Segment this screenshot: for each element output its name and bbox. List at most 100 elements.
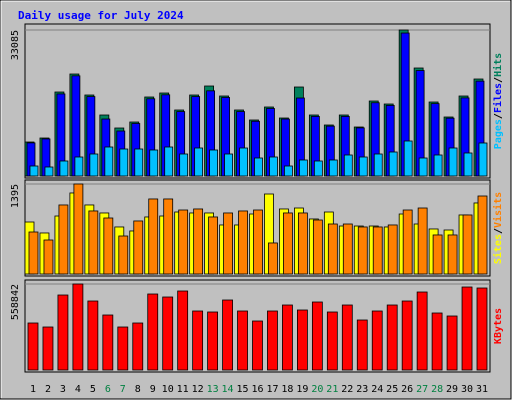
- bar: [73, 183, 84, 275]
- bar: [313, 160, 323, 177]
- bar: [463, 152, 473, 177]
- bar: [179, 153, 189, 177]
- bar: [462, 214, 473, 275]
- bar: [328, 159, 338, 177]
- bar: [388, 151, 398, 177]
- legend: Pages/Files/Hits: [492, 53, 504, 149]
- x-tick-label: 31: [476, 384, 488, 395]
- bar: [446, 315, 458, 371]
- bar: [477, 195, 488, 275]
- bar: [194, 147, 204, 177]
- legend-entry: Hits: [492, 53, 504, 77]
- bar: [132, 322, 144, 371]
- bar: [401, 300, 413, 371]
- bar: [253, 209, 263, 275]
- x-tick-label: 17: [266, 384, 278, 395]
- bar: [403, 140, 413, 177]
- bar: [447, 234, 458, 275]
- bar: [103, 217, 114, 275]
- bar: [386, 304, 398, 371]
- bar: [192, 310, 204, 371]
- x-tick-label: 12: [192, 384, 204, 395]
- bar: [431, 312, 443, 371]
- x-tick-label: 9: [150, 384, 156, 395]
- x-tick-label: 14: [222, 384, 234, 395]
- bar: [269, 156, 278, 177]
- x-tick-label: 30: [461, 384, 473, 395]
- bar: [223, 212, 233, 275]
- bar: [298, 159, 308, 177]
- bar: [134, 148, 144, 177]
- x-tick-label: 26: [401, 384, 413, 395]
- bar: [282, 304, 293, 371]
- bar: [284, 165, 293, 177]
- bar: [371, 310, 383, 371]
- bar: [59, 160, 69, 177]
- x-tick-label: 18: [281, 384, 293, 395]
- bar: [433, 154, 443, 177]
- bar: [387, 224, 398, 275]
- x-tick-label: 25: [386, 384, 398, 395]
- x-tick-label: 8: [135, 384, 141, 395]
- bar: [224, 153, 233, 177]
- legend-separator: /: [493, 113, 504, 119]
- bar: [358, 156, 368, 177]
- bar: [448, 147, 458, 177]
- x-tick-label: 3: [60, 384, 66, 395]
- legend-entry: Files: [492, 83, 504, 113]
- bar: [57, 294, 69, 371]
- bar: [162, 296, 174, 371]
- x-tick-label: 29: [446, 384, 458, 395]
- bar: [283, 212, 293, 275]
- x-tick-label: 19: [296, 384, 308, 395]
- bar: [267, 310, 278, 371]
- x-tick-label: 10: [162, 384, 174, 395]
- bar: [252, 320, 263, 371]
- x-tick-label: 23: [356, 384, 368, 395]
- bar: [254, 157, 263, 177]
- bar: [133, 220, 144, 275]
- x-tick-label: 16: [251, 384, 263, 395]
- bar: [148, 198, 159, 275]
- bar: [416, 291, 428, 371]
- bar: [29, 165, 39, 177]
- bar: [311, 301, 323, 371]
- x-tick-label: 11: [177, 384, 189, 395]
- legend-entry: Visits: [492, 192, 504, 228]
- x-tick-label: 2: [45, 384, 51, 395]
- bar: [208, 216, 219, 275]
- bar: [117, 326, 129, 371]
- x-tick-label: 22: [341, 384, 353, 395]
- x-tick-label: 13: [207, 384, 219, 395]
- y-tick-label: 33085: [10, 30, 21, 60]
- bar: [193, 208, 204, 275]
- bar: [119, 148, 129, 177]
- bar: [312, 219, 323, 275]
- bar: [341, 304, 353, 371]
- x-tick-label: 27: [416, 384, 428, 395]
- x-tick-label: 5: [90, 384, 96, 395]
- bar: [43, 239, 54, 275]
- bar: [164, 146, 174, 177]
- bar: [372, 226, 383, 275]
- bar: [163, 198, 174, 275]
- x-tick-label: 4: [75, 384, 81, 395]
- bar: [74, 156, 84, 177]
- bar: [417, 207, 428, 275]
- bar: [88, 210, 99, 275]
- bar: [478, 142, 488, 177]
- legend-separator: /: [493, 77, 504, 83]
- bar: [72, 283, 84, 371]
- bar: [418, 157, 428, 177]
- bar: [44, 166, 54, 177]
- bar: [102, 314, 114, 371]
- bar: [87, 300, 99, 371]
- bar: [58, 204, 69, 275]
- bar: [356, 319, 368, 371]
- bar: [237, 310, 248, 371]
- legend-entry: KBytes: [493, 308, 504, 344]
- bar: [461, 286, 473, 371]
- bar: [432, 234, 443, 275]
- legend-entry: Sites: [492, 234, 504, 264]
- bar: [149, 149, 159, 177]
